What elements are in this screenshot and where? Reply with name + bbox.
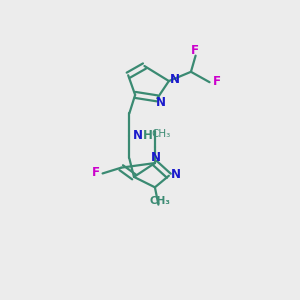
Text: N: N <box>156 96 166 109</box>
Text: CH₃: CH₃ <box>151 129 170 139</box>
Text: N: N <box>171 168 181 181</box>
Text: F: F <box>92 166 100 179</box>
Text: F: F <box>212 74 220 88</box>
Text: CH₃: CH₃ <box>149 196 170 206</box>
Text: H: H <box>143 129 153 142</box>
Text: F: F <box>190 44 198 57</box>
Text: N: N <box>151 152 161 164</box>
Text: N: N <box>133 129 143 142</box>
Text: N: N <box>170 74 180 86</box>
